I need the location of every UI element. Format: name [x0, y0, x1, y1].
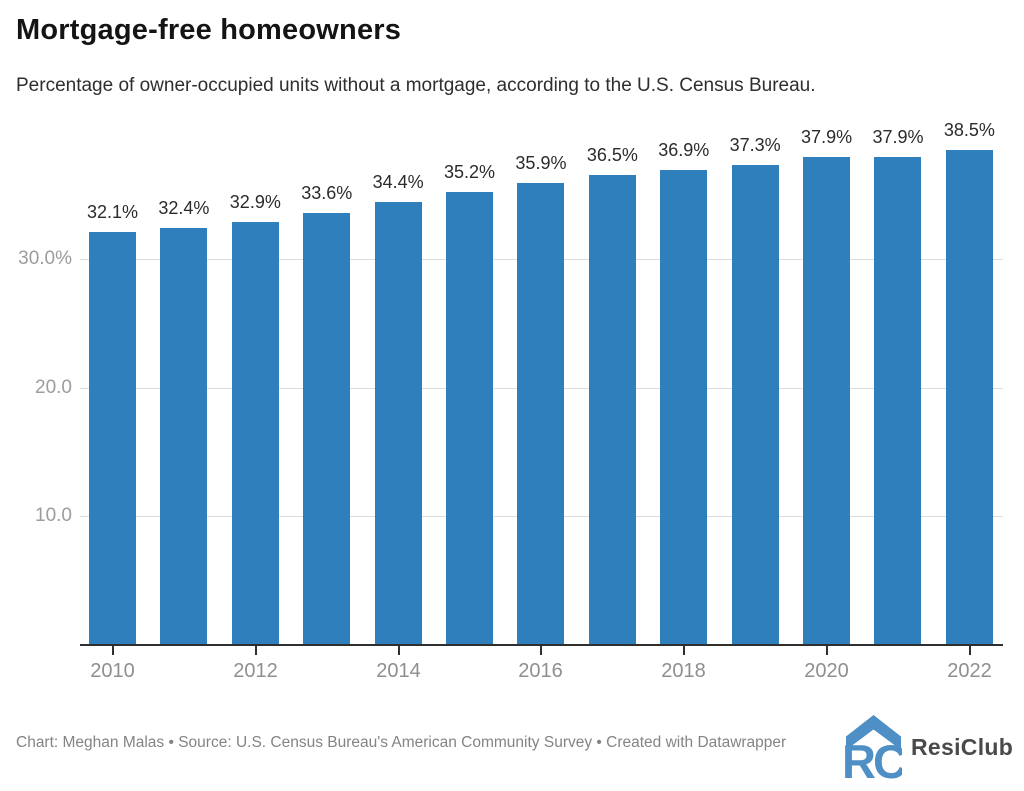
bar-column-2012: 32.9% [229, 115, 281, 645]
bars-container: 32.1% 32.4% 32.9% 33.6% 34.4% 35.2% 35.9% 36.5%… [86, 115, 995, 645]
bar-value-label-2010: 32.1% [86, 202, 139, 223]
x-axis-line [80, 644, 1003, 646]
bar-2011 [160, 228, 208, 645]
bar-value-label-2021: 37.9% [872, 127, 924, 148]
bar-column-2019: 37.3% [729, 115, 781, 645]
x-axis-label-2020: 2020 [804, 660, 849, 682]
resiclub-logo: R C ResiClub [845, 713, 1013, 781]
bar-value-label-2011: 32.4% [158, 198, 210, 219]
x-axis-tick-2022 [968, 646, 971, 655]
bar-column-2020: 37.9% [801, 115, 853, 645]
page-subtitle: Percentage of owner-occupied units witho… [16, 75, 816, 96]
bar-value-label-2017: 36.5% [586, 145, 638, 166]
bar-2014 [374, 202, 422, 645]
footer-credit: Chart: Meghan Malas • Source: U.S. Censu… [16, 734, 787, 751]
bar-column-2021: 37.9% [872, 115, 924, 645]
x-axis-label-2010: 2010 [90, 660, 135, 682]
page-title: Mortgage-free homeowners [16, 14, 402, 46]
x-axis-label-2022: 2022 [947, 660, 992, 682]
x-axis-label-2012: 2012 [233, 660, 278, 682]
x-axis-label-2016: 2016 [518, 660, 563, 682]
bar-2018 [660, 170, 708, 645]
bar-value-label-2012: 32.9% [229, 191, 281, 212]
bar-value-label-2014: 34.4% [372, 172, 424, 193]
bar-2019 [731, 165, 779, 645]
svg-text:C: C [873, 735, 902, 780]
bar-2013 [303, 212, 351, 645]
bar-column-2018: 36.9% [658, 115, 710, 645]
bar-column-2015: 35.2% [444, 115, 496, 645]
bar-2021 [874, 157, 922, 645]
x-axis-tick-2010 [111, 646, 114, 655]
x-axis-tick-2014 [397, 646, 400, 655]
x-axis-label-2014: 2014 [376, 660, 421, 682]
bar-value-label-2015: 35.2% [444, 162, 496, 183]
bar-column-2022: 38.5% [943, 115, 995, 645]
bar-2010 [89, 232, 136, 645]
x-axis-tick-2020 [825, 646, 828, 655]
bar-column-2013: 33.6% [301, 115, 353, 645]
bar-2012 [231, 221, 279, 645]
bar-value-label-2019: 37.3% [729, 135, 781, 156]
bar-value-label-2022: 38.5% [943, 119, 995, 140]
svg-text:R: R [845, 735, 876, 780]
bar-2022 [945, 149, 993, 645]
logo-text: ResiClub [911, 733, 1014, 760]
y-axis-label-30: 30.0% [18, 248, 72, 270]
x-axis-tick-2018 [682, 646, 685, 655]
x-axis-tick-2012 [254, 646, 257, 655]
bar-value-label-2013: 33.6% [301, 182, 353, 203]
bar-value-label-2018: 36.9% [658, 140, 710, 161]
bar-value-label-2020: 37.9% [801, 127, 853, 148]
bar-2020 [803, 157, 851, 645]
bar-2017 [588, 175, 636, 645]
bar-value-label-2016: 35.9% [515, 153, 567, 174]
bar-2016 [517, 183, 565, 645]
bar-column-2016: 35.9% [515, 115, 567, 645]
bar-column-2010: 32.1% [86, 115, 139, 645]
x-axis-label-2018: 2018 [661, 660, 706, 682]
bar-2015 [446, 192, 494, 645]
bar-column-2017: 36.5% [586, 115, 638, 645]
x-axis-tick-2016 [539, 646, 542, 655]
bar-column-2011: 32.4% [158, 115, 210, 645]
y-axis-label-20: 20.0 [35, 376, 72, 398]
bar-column-2014: 34.4% [372, 115, 424, 645]
y-axis-label-10: 10.0 [35, 505, 72, 527]
resiclub-house-icon: R C [845, 715, 902, 780]
